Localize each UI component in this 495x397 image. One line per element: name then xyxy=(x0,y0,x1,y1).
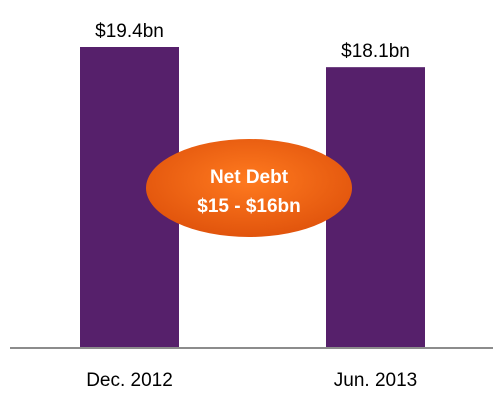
data-label-2: $18.1bn xyxy=(341,41,410,62)
data-label-1: $19.4bn xyxy=(95,21,164,42)
labels-layer: $19.4bn Dec. 2012 $18.1bn Jun. 2013 xyxy=(86,21,417,391)
category-label-1: Dec. 2012 xyxy=(86,370,173,391)
annotation-line2: $15 - $16bn xyxy=(197,196,301,217)
annotation-line1: Net Debt xyxy=(210,167,289,188)
annotation-ellipse xyxy=(146,139,352,237)
net-debt-annotation: Net Debt $15 - $16bn xyxy=(146,139,352,237)
category-label-2: Jun. 2013 xyxy=(334,370,417,391)
